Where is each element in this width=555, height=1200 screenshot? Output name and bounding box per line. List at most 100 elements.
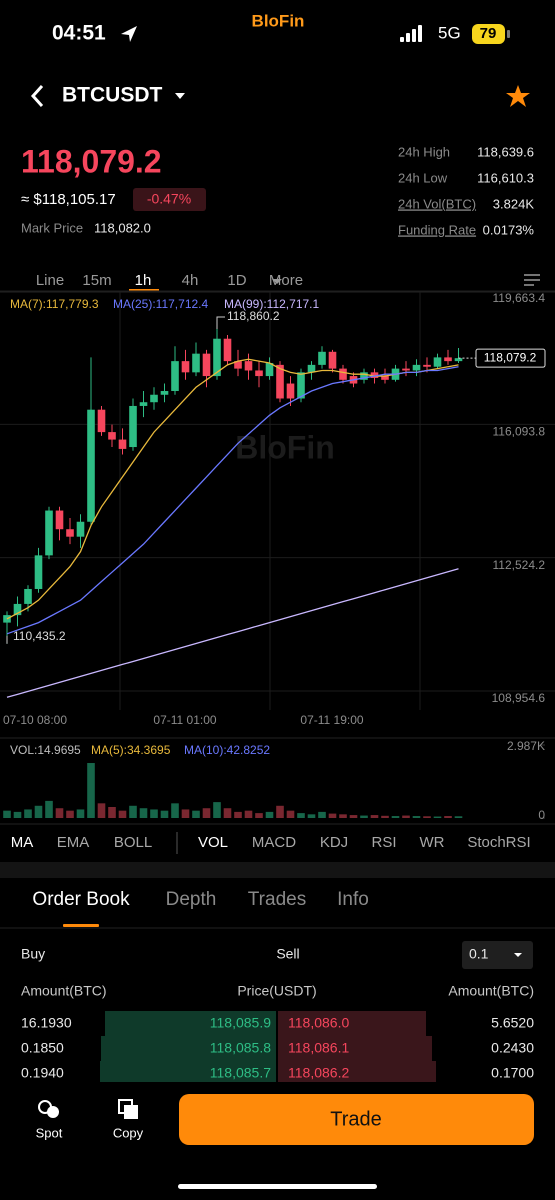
candle-body — [150, 394, 158, 403]
indicator[interactable]: StochRSI — [467, 834, 530, 851]
spot-icon[interactable] — [38, 1100, 59, 1118]
candle-body — [171, 361, 179, 392]
copy-icon[interactable] — [118, 1099, 138, 1119]
timeframe[interactable]: Line — [36, 272, 64, 289]
volume-bar — [286, 810, 295, 818]
x-tick-label: 07-11 19:00 — [300, 713, 363, 727]
watermark: BloFin — [235, 429, 335, 465]
volume-bar — [202, 808, 211, 818]
ask-amount: 5.6520 — [491, 1015, 534, 1031]
spot-label[interactable]: Spot — [36, 1125, 63, 1140]
timeframe[interactable]: 4h — [182, 272, 199, 289]
copy-label[interactable]: Copy — [113, 1125, 144, 1140]
indicator[interactable]: RSI — [371, 834, 396, 851]
volume-bar — [192, 810, 200, 818]
candle-body — [444, 357, 452, 362]
tab-underline — [63, 924, 99, 927]
candle-body — [192, 353, 200, 373]
volume-bar — [454, 816, 463, 818]
volume-bar — [97, 803, 106, 818]
chart-settings[interactable] — [524, 274, 540, 286]
precision-dropdown — [514, 953, 522, 957]
candle-body — [381, 376, 389, 380]
volume-bar — [423, 816, 431, 818]
trade-label[interactable]: Trade — [330, 1108, 382, 1130]
bid-price: 118,085.8 — [210, 1040, 271, 1056]
volume-bar — [255, 813, 263, 818]
candle-body — [129, 405, 137, 448]
candle-body — [328, 351, 337, 369]
trade-button[interactable] — [179, 1094, 534, 1145]
volume-bar — [139, 808, 148, 818]
precision-select[interactable] — [462, 941, 533, 969]
volume-bar — [412, 816, 421, 818]
indicator[interactable]: VOL — [198, 834, 228, 851]
indicator[interactable]: WR — [420, 834, 445, 851]
y-tick-label: 112,524.2 — [493, 558, 546, 572]
volume-bar — [3, 810, 11, 818]
candle-body — [76, 521, 85, 537]
timeframe[interactable]: More — [269, 272, 303, 289]
bid-amount: 0.1850 — [21, 1040, 64, 1056]
timeframe-bar: Line 15m 1h 4h 1D More — [36, 272, 303, 289]
indicator[interactable]: KDJ — [320, 834, 348, 851]
volume-bar — [234, 811, 242, 818]
ask-price: 118,086.2 — [288, 1065, 349, 1081]
candle-body — [276, 364, 284, 399]
candle-body — [108, 432, 116, 440]
timeframe[interactable]: 1D — [227, 272, 246, 289]
timeframe-underline — [129, 289, 159, 291]
indicator[interactable]: MACD — [252, 834, 296, 851]
volume-bar — [160, 810, 169, 818]
back-button[interactable] — [30, 84, 44, 108]
indicator[interactable]: EMA — [57, 834, 90, 851]
candle-body — [307, 364, 316, 373]
home-indicator — [178, 1184, 377, 1189]
volume-bar — [118, 810, 127, 818]
volume-bar — [87, 763, 95, 818]
volume-chart: 2.987K 0 VOL:14.9695 MA(5):34.3695 MA(10):42… — [3, 739, 545, 822]
candle-body — [66, 529, 74, 537]
candle-body — [402, 368, 410, 371]
volume-bar — [13, 811, 22, 818]
volume-bar — [402, 815, 410, 818]
timeframe[interactable]: 1h — [135, 272, 152, 289]
tabs: Order Book Depth Trades Info — [32, 889, 368, 910]
stats: 24h High 118,639.6 24h Low 116,610.3 24h… — [398, 144, 534, 237]
candle-body — [181, 361, 190, 373]
timeframe[interactable]: 15m — [82, 272, 111, 289]
battery-level: 79 — [480, 25, 497, 42]
section-gap — [0, 862, 555, 878]
candle-body — [139, 402, 148, 406]
volume-bar — [339, 814, 347, 818]
battery — [472, 24, 505, 44]
volume-bar — [171, 803, 179, 818]
tab[interactable]: Depth — [166, 889, 217, 910]
tab[interactable]: Trades — [248, 889, 306, 910]
bid-amount: 0.1940 — [21, 1065, 64, 1081]
indicator[interactable]: BOLL — [114, 834, 152, 851]
symbol[interactable]: BTCUSDT — [62, 84, 162, 107]
volume-bar — [297, 813, 305, 818]
bid-amount: 16.1930 — [21, 1015, 72, 1031]
indicator[interactable]: MA — [11, 834, 34, 851]
favorite-star[interactable] — [506, 85, 530, 107]
tab[interactable]: Order Book — [32, 889, 130, 910]
tab[interactable]: Info — [337, 889, 369, 910]
sell-label: Sell — [276, 946, 299, 962]
ask-price: 118,086.1 — [288, 1040, 349, 1056]
volume-bar — [108, 807, 116, 818]
candle-body — [423, 364, 431, 367]
volume-bar — [129, 805, 137, 818]
candle-body — [87, 409, 95, 522]
candle-body — [360, 372, 368, 380]
legend-entry: MA(5):34.3695 — [91, 743, 171, 757]
candle-body — [265, 362, 274, 377]
symbol-dropdown[interactable] — [175, 93, 185, 99]
volume-bar — [150, 809, 158, 818]
y-tick-label: 119,663.4 — [493, 291, 546, 305]
stat-value: 116,610.3 — [477, 170, 534, 185]
volume-bar — [244, 810, 253, 818]
more-dropdown[interactable] — [272, 279, 282, 284]
ask-price: 118,086.0 — [288, 1015, 349, 1031]
